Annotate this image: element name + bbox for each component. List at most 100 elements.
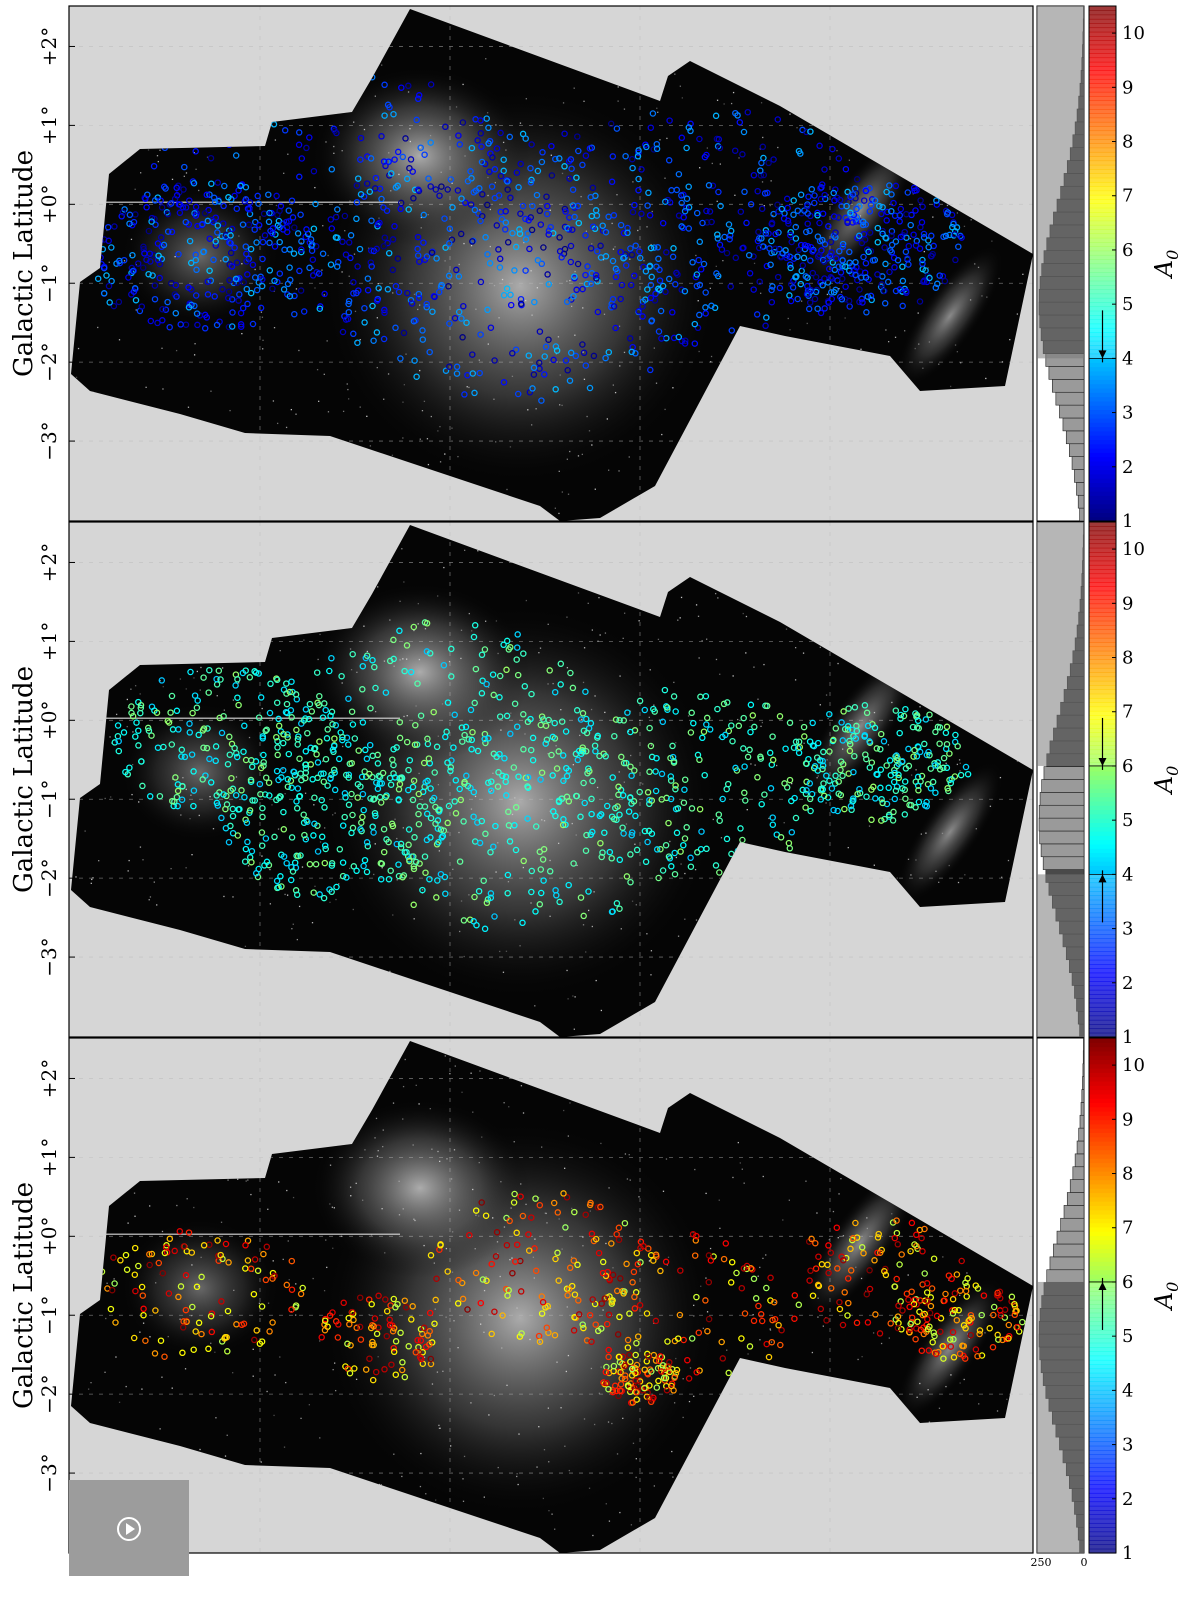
colorbar-segment: [1089, 1454, 1116, 1460]
star-point: [528, 867, 536, 875]
star-point: [471, 206, 479, 214]
star-point: [539, 856, 547, 863]
star-point: [512, 846, 520, 854]
star-point: [259, 255, 266, 263]
star-point: [339, 872, 347, 880]
colorbar-segment: [1089, 783, 1116, 789]
star-point: [551, 719, 558, 727]
star-point: [769, 821, 777, 828]
star-point: [294, 741, 301, 748]
star-point: [645, 827, 653, 835]
star-point: [140, 243, 147, 251]
star-point: [647, 294, 655, 302]
star-point: [823, 772, 830, 779]
star-point: [208, 1328, 216, 1336]
star-point: [946, 1336, 954, 1343]
star-point: [802, 760, 810, 767]
star-point: [757, 753, 764, 761]
star-point: [293, 726, 300, 734]
colorbar-segment: [1089, 843, 1116, 849]
star-point: [641, 827, 649, 835]
star-point: [466, 1231, 473, 1239]
colorbar-segment: [1089, 280, 1116, 286]
star-point: [256, 780, 264, 788]
star-point: [295, 141, 303, 149]
star-point: [849, 797, 857, 804]
star-point: [383, 1332, 391, 1340]
star-point: [767, 1274, 774, 1282]
colorbar-segment: [1089, 663, 1116, 669]
star-point: [700, 728, 708, 735]
star-point: [401, 1373, 409, 1381]
star-point: [616, 856, 624, 864]
star-point: [363, 755, 371, 763]
star-point: [359, 662, 367, 670]
colorbar-segment: [1089, 190, 1116, 196]
star-point: [420, 211, 428, 219]
star-point: [512, 804, 520, 811]
star-point: [623, 873, 631, 880]
star-point: [685, 183, 692, 190]
star-point: [461, 731, 468, 739]
star-point: [891, 795, 899, 803]
star-point: [905, 242, 913, 250]
star-point: [553, 765, 561, 772]
star-point: [531, 298, 538, 306]
star-point: [926, 274, 933, 282]
star-point: [350, 330, 357, 338]
star-point: [1011, 1300, 1018, 1308]
star-point: [573, 792, 581, 800]
star-point: [627, 851, 634, 858]
star-point: [756, 278, 763, 285]
colorbar-segment: [1089, 1484, 1116, 1490]
star-point: [500, 641, 507, 649]
star-point: [269, 285, 276, 292]
star-point: [825, 299, 832, 306]
star-point: [690, 719, 697, 727]
star-point: [385, 875, 393, 883]
star-point: [210, 194, 218, 202]
colorbar-segment: [1089, 495, 1116, 501]
star-point: [496, 255, 504, 263]
star-point: [464, 1306, 471, 1313]
star-point: [375, 284, 382, 292]
star-point: [659, 219, 667, 227]
star-point: [410, 901, 417, 909]
star-point: [214, 1237, 221, 1244]
star-point: [768, 286, 775, 294]
star-point: [216, 714, 223, 722]
star-point: [837, 293, 844, 301]
star-point: [664, 704, 671, 711]
star-point: [434, 877, 441, 884]
star-point: [863, 709, 871, 717]
star-point: [613, 125, 621, 132]
star-point: [634, 1333, 642, 1340]
star-point: [491, 166, 499, 173]
star-point: [327, 774, 334, 782]
star-point: [836, 1298, 843, 1306]
star-point: [874, 238, 882, 246]
star-point: [354, 339, 361, 346]
star-point: [574, 260, 582, 268]
star-point: [539, 1298, 547, 1306]
ytick-label: +2°: [37, 27, 61, 66]
star-point: [609, 257, 617, 265]
star-point: [348, 759, 355, 767]
play-button[interactable]: [69, 1480, 189, 1576]
colorbar-segment: [1089, 164, 1116, 170]
colorbar-segment: [1089, 1050, 1116, 1056]
star-point: [426, 875, 433, 883]
colorbar-segment: [1089, 169, 1116, 174]
star-point: [273, 796, 280, 804]
colorbar-tick-label: 8: [1122, 1164, 1133, 1185]
star-point: [390, 110, 397, 118]
star-point: [865, 248, 872, 256]
star-point: [122, 768, 129, 776]
star-point: [562, 208, 569, 215]
star-point: [739, 151, 746, 158]
star-point: [255, 714, 263, 721]
star-point: [318, 833, 326, 841]
star-point: [819, 765, 826, 773]
colorbar-segment: [1089, 934, 1116, 939]
star-point: [550, 808, 557, 815]
